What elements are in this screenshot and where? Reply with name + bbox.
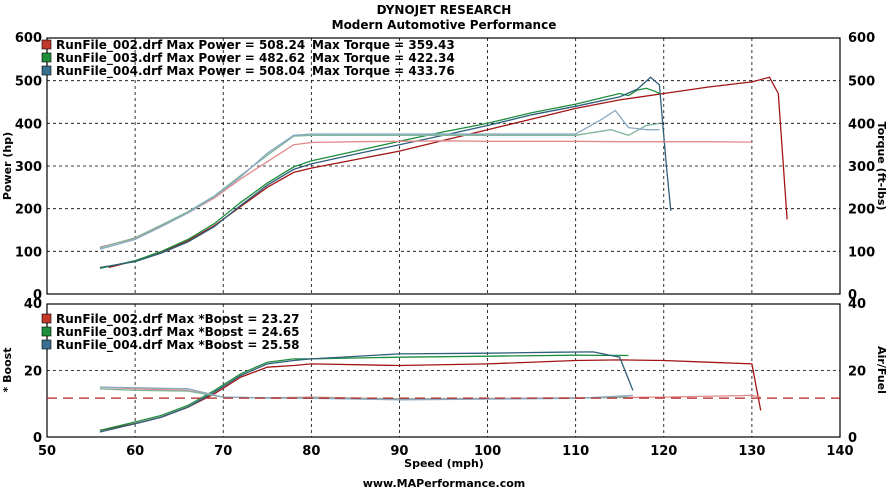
legend-entry: RunFile_003.drf Max *Boost = 24.65 <box>56 325 300 340</box>
x-tick-label: 90 <box>390 444 408 459</box>
series-line-0-5 <box>99 109 660 250</box>
legend-swatch <box>41 65 52 76</box>
y-tick-label-right: 300 <box>848 160 875 175</box>
y-tick-label-right: 200 <box>848 203 875 218</box>
afr-y-ticks: 0 20 40 <box>848 297 866 446</box>
y-tick-label: 300 <box>15 160 42 175</box>
torque-y-ticks: 0 100 200 300 400 500 600 <box>848 31 875 303</box>
legend-swatch <box>41 313 52 324</box>
boost-axis-label: * Boost <box>1 348 14 393</box>
y-tick-label-right: 400 <box>848 117 875 132</box>
series-line-1-2 <box>99 351 634 433</box>
series-line-0-4 <box>99 122 660 249</box>
y-tick-label: 20 <box>24 365 42 380</box>
y-tick-label-right: 20 <box>848 365 866 380</box>
legend-entry-torque: Max Torque = 359.43 <box>312 38 455 52</box>
legend-entry: RunFile_004.drf Max *Boost = 25.58 <box>56 338 300 353</box>
legend-entry-torque: Max Torque = 433.76 <box>312 64 455 78</box>
power-y-ticks: 0 100 200 300 400 500 600 <box>15 31 42 303</box>
boost-grid <box>47 304 840 437</box>
boost-y-ticks: 0 20 40 <box>24 297 42 446</box>
speed-axis-label: Speed (mph) <box>404 457 484 470</box>
legend-swatch <box>41 52 52 63</box>
y-tick-label: 200 <box>15 203 42 218</box>
y-tick-label-right: 100 <box>848 245 875 260</box>
series-line-1-1 <box>99 354 629 432</box>
y-tick-label: 600 <box>15 31 42 46</box>
y-tick-label: 400 <box>15 117 42 132</box>
power-grid <box>47 38 840 294</box>
boost-legend: RunFile_002.drf Max *Boost = 23.27RunFil… <box>41 312 300 353</box>
y-tick-label: 500 <box>15 75 42 90</box>
afr-axis-label: Air/Fuel <box>875 346 888 394</box>
y-tick-label: 0 <box>33 431 42 446</box>
x-tick-label: 130 <box>738 444 765 459</box>
x-tick-label: 50 <box>38 444 56 459</box>
x-tick-label: 140 <box>826 444 853 459</box>
legend-swatch <box>41 339 52 350</box>
boost-series <box>47 351 840 433</box>
x-tick-label: 80 <box>302 444 320 459</box>
x-tick-label: 60 <box>126 444 144 459</box>
y-tick-label-right: 0 <box>848 431 857 446</box>
series-line-0-3 <box>99 140 752 248</box>
legend-entry: RunFile_003.drf Max Power = 482.62 <box>56 51 305 66</box>
footer-url: www.MAPerformance.com <box>363 477 526 490</box>
power-series <box>99 76 788 270</box>
torque-axis-label: Torque (ft-lbs) <box>875 122 888 211</box>
chart-subtitle: Modern Automotive Performance <box>332 18 557 32</box>
boost-afr-panel: 0 20 40 0 20 40 RunFile_002.drf Max *Boost =… <box>1 297 888 446</box>
y-tick-label-right: 600 <box>848 31 875 46</box>
x-tick-label: 120 <box>650 444 677 459</box>
legend-entry: RunFile_002.drf Max *Boost = 23.27 <box>56 312 300 327</box>
x-tick-label: 100 <box>474 444 501 459</box>
y-tick-label-right: 0 <box>848 288 857 303</box>
power-legend: RunFile_002.drf Max Power = 508.24 Max To… <box>41 38 455 79</box>
y-tick-label-right: 40 <box>848 297 866 312</box>
y-tick-label: 0 <box>33 288 42 303</box>
legend-entry-torque: Max Torque = 422.34 <box>312 51 455 65</box>
y-tick-label: 100 <box>15 245 42 260</box>
series-line-0-0 <box>108 76 788 269</box>
legend-swatch <box>41 39 52 50</box>
speed-x-ticks: 50 60 70 80 90 100 110 120 130 140 <box>38 444 854 459</box>
legend-swatch <box>41 326 52 337</box>
y-tick-label: 40 <box>24 297 42 312</box>
x-tick-label: 110 <box>562 444 589 459</box>
legend-entry: RunFile_004.drf Max Power = 508.04 <box>56 64 305 79</box>
x-tick-label: 70 <box>214 444 232 459</box>
chart-title: DYNOJET RESEARCH <box>377 3 512 17</box>
power-axis-label: Power (hp) <box>1 132 14 200</box>
y-tick-label-right: 500 <box>848 75 875 90</box>
series-line-0-2 <box>99 76 672 269</box>
legend-entry: RunFile_002.drf Max Power = 508.24 <box>56 38 305 53</box>
